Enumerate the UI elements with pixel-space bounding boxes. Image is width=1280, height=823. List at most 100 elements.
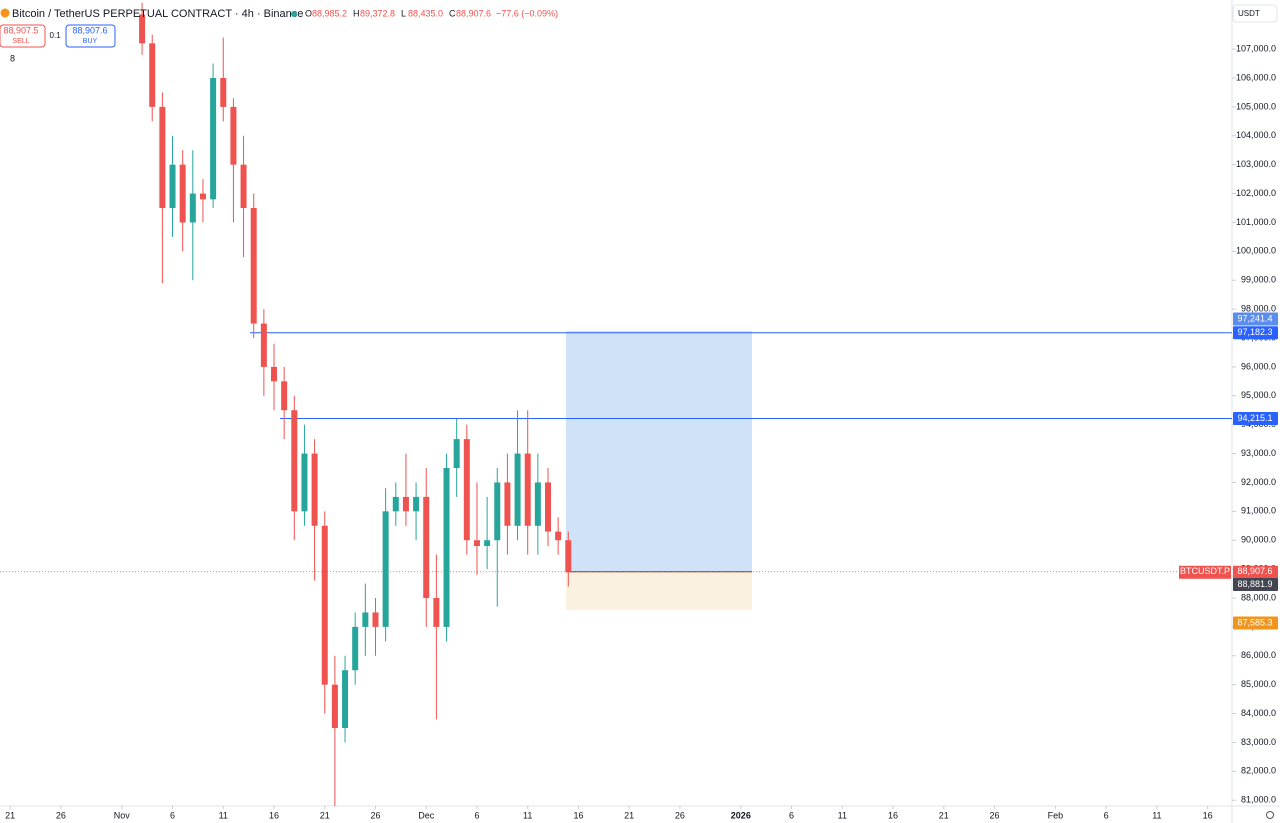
candle-body	[433, 598, 440, 627]
buy-price: 88,907.6	[72, 25, 107, 35]
x-tick-label: Nov	[114, 810, 131, 820]
candle-body	[311, 453, 318, 526]
coin-icon	[0, 8, 10, 18]
candle-body	[189, 193, 196, 223]
quantity: 0.1	[49, 31, 61, 40]
candle-body	[372, 612, 379, 627]
y-tick-label: 88,000.0	[1241, 592, 1276, 602]
candle-body	[250, 208, 257, 324]
x-tick-label: 11	[1152, 810, 1161, 820]
y-tick-label: 99,000.0	[1241, 275, 1276, 285]
x-tick-label: 16	[888, 810, 898, 820]
x-tick-label: 2026	[731, 810, 751, 820]
currency: USDT	[1238, 9, 1260, 18]
candle-body	[169, 164, 176, 208]
change: −77.6 (−0.09%)	[496, 8, 558, 18]
y-tick-label: 100,000.0	[1236, 246, 1276, 256]
y-tick-label: 98,000.0	[1241, 303, 1276, 313]
candle-body	[240, 164, 247, 208]
status-dot	[291, 11, 297, 17]
buy-label: BUY	[83, 38, 98, 45]
candle-body	[149, 43, 156, 107]
candle-body	[179, 164, 186, 223]
y-tick-label: 90,000.0	[1241, 535, 1276, 545]
candle-body	[382, 511, 389, 627]
x-tick-label: 6	[789, 810, 794, 820]
candle-body	[514, 453, 521, 526]
candle-body	[453, 439, 460, 468]
ui: Bitcoin / TetherUS PERPETUAL CONTRACT · …	[0, 4, 1278, 819]
ohlc-value: 89,372.8	[360, 8, 395, 18]
candle-body	[139, 14, 146, 44]
y-tick-label: 81,000.0	[1241, 795, 1276, 805]
candle-body	[545, 482, 552, 532]
ohlc-label: C	[449, 8, 456, 18]
x-tick-label: 26	[370, 810, 380, 820]
last-price: 88,907.6	[1237, 566, 1272, 576]
chart-title: Bitcoin / TetherUS PERPETUAL CONTRACT · …	[12, 8, 303, 20]
bid-tag-bg	[1233, 578, 1278, 592]
candle-body	[565, 540, 572, 572]
bid-tag: 88,881.9	[1237, 579, 1272, 589]
y-tick-label: 86,000.0	[1241, 650, 1276, 660]
y-tick-label: 91,000.0	[1241, 506, 1276, 516]
y-tick-label: 85,000.0	[1241, 679, 1276, 689]
candle-body	[413, 496, 420, 512]
candle-body	[230, 106, 237, 165]
settings-icon[interactable]	[1266, 811, 1274, 819]
y-tick-label: 95,000.0	[1241, 390, 1276, 400]
candle-body	[342, 670, 349, 728]
candle-body	[352, 626, 359, 671]
candle-body	[210, 78, 217, 200]
candle-body	[534, 482, 541, 526]
y-tick-label: 107,000.0	[1236, 43, 1276, 53]
ohlc-value: 88,985.2	[312, 8, 347, 18]
x-tick-label: 11	[219, 810, 228, 820]
currency-button[interactable]	[1232, 4, 1278, 23]
line-tag: 97,182.3	[1237, 327, 1272, 337]
buy-button[interactable]	[65, 24, 116, 48]
candle-body	[260, 323, 267, 367]
candle-body	[463, 439, 470, 541]
ohlc-label: H	[353, 8, 360, 18]
ohlc-value: 88,435.0	[408, 8, 443, 18]
x-tick-label: Dec	[418, 810, 435, 820]
candle-body	[443, 468, 450, 627]
candle-body	[159, 106, 166, 208]
y-tick-label: 93,000.0	[1241, 448, 1276, 458]
position-profit-zone	[566, 331, 752, 572]
y-tick-label: 101,000.0	[1236, 217, 1276, 227]
candle-body	[321, 525, 328, 685]
x-tick-label: 21	[5, 810, 15, 820]
symbol: BTCUSDT.P	[1180, 566, 1230, 576]
y-tick-label: 83,000.0	[1241, 737, 1276, 747]
x-tick-label: 26	[56, 810, 66, 820]
x-tick-label: 26	[990, 810, 1000, 820]
indicator-count[interactable]: 8	[10, 53, 15, 63]
stop-tag: 87,585.3	[1237, 617, 1272, 627]
x-tick-label: 16	[1203, 810, 1213, 820]
sell-button[interactable]	[0, 24, 46, 48]
x-tick-label: 6	[1104, 810, 1109, 820]
x-tick-label: 21	[939, 810, 949, 820]
y-tick-label: 92,000.0	[1241, 477, 1276, 487]
candle-body	[281, 381, 288, 411]
candle-body	[524, 453, 531, 526]
candle-body	[494, 482, 501, 541]
target-tag: 97,241.4	[1237, 313, 1272, 323]
y-tick-label: 84,000.0	[1241, 708, 1276, 718]
target-tag-bg	[1233, 312, 1278, 326]
y-tick-label: 96,000.0	[1241, 361, 1276, 371]
position-stop-zone	[566, 571, 752, 610]
line-tag-bg	[1233, 411, 1278, 425]
line-tag: 94,215.1	[1237, 413, 1272, 423]
ohlc: O 88,985.2 H 89,372.8 L 88,435.0 C 88,907.6 −77.…	[305, 8, 558, 18]
ohlc-label: L	[401, 8, 406, 18]
candle-body	[555, 531, 562, 541]
x-tick-label: 26	[675, 810, 685, 820]
y-tick-label: 106,000.0	[1236, 72, 1276, 82]
candle-body	[331, 684, 338, 728]
x-tick-label: 11	[523, 810, 532, 820]
sell-price: 88,907.5	[3, 25, 38, 35]
